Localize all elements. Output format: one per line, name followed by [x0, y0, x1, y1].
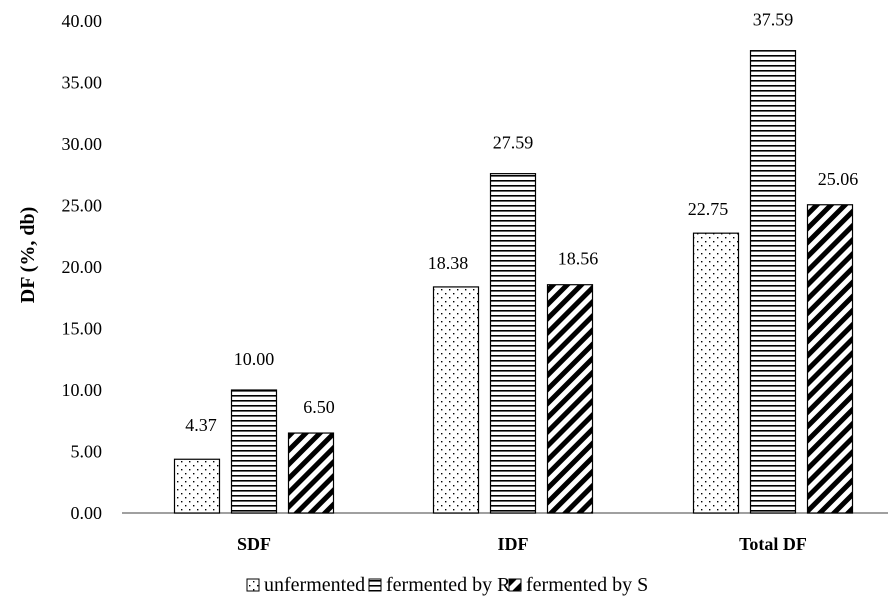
y-tick-label: 25.00	[62, 196, 103, 216]
y-tick-label: 5.00	[71, 442, 103, 462]
bar-fermented-by-r	[230, 389, 278, 514]
data-label: 37.59	[753, 10, 794, 30]
legend-swatch	[368, 578, 382, 592]
data-label: 18.56	[558, 249, 599, 269]
x-category-label: Total DF	[739, 534, 807, 554]
data-label: 22.75	[688, 199, 729, 219]
data-label: 25.06	[818, 169, 859, 189]
bar-fermented-by-s	[287, 432, 335, 514]
y-tick-label: 20.00	[62, 257, 103, 277]
bar-fermented-by-r	[489, 173, 537, 514]
y-tick-label: 15.00	[62, 319, 103, 339]
legend-label: fermented by R	[386, 574, 511, 596]
bar-unfermented	[432, 286, 480, 514]
bar-fermented-by-r	[749, 50, 797, 514]
y-tick-label: 35.00	[62, 73, 103, 93]
data-label: 6.50	[303, 397, 335, 417]
bar-unfermented	[692, 232, 740, 514]
y-tick-label: 10.00	[62, 380, 103, 400]
bars-group	[173, 50, 854, 514]
data-label: 27.59	[493, 133, 534, 153]
bar-unfermented	[173, 458, 221, 514]
x-category-label: IDF	[498, 534, 529, 554]
bar-fermented-by-s	[546, 284, 594, 514]
x-category-label: SDF	[237, 534, 271, 554]
y-axis-title: DF (%, db)	[17, 207, 39, 303]
bar-fermented-by-s	[806, 204, 854, 514]
legend-label: fermented by S	[526, 574, 648, 596]
data-label: 4.37	[185, 415, 217, 435]
y-tick-label: 30.00	[62, 134, 103, 154]
data-label: 18.38	[428, 253, 469, 273]
legend-swatch	[246, 578, 260, 592]
data-labels-group: 4.37 18.38 22.75 10.00 27.59 37.59 6.50 18.56 25…	[185, 10, 858, 436]
legend-swatch	[508, 578, 522, 592]
legend-label: unfermented	[264, 574, 365, 596]
y-axis: 0.00 5.00 10.00 15.00 20.00 25.00 30.00 35.00 40…	[62, 11, 103, 523]
y-tick-label: 0.00	[71, 503, 103, 523]
y-tick-label: 40.00	[62, 11, 103, 31]
category-labels-group: SDF IDF Total DF	[237, 534, 807, 554]
legend: unfermented fermented by R fermented by S	[246, 574, 648, 596]
data-label: 10.00	[234, 349, 275, 369]
